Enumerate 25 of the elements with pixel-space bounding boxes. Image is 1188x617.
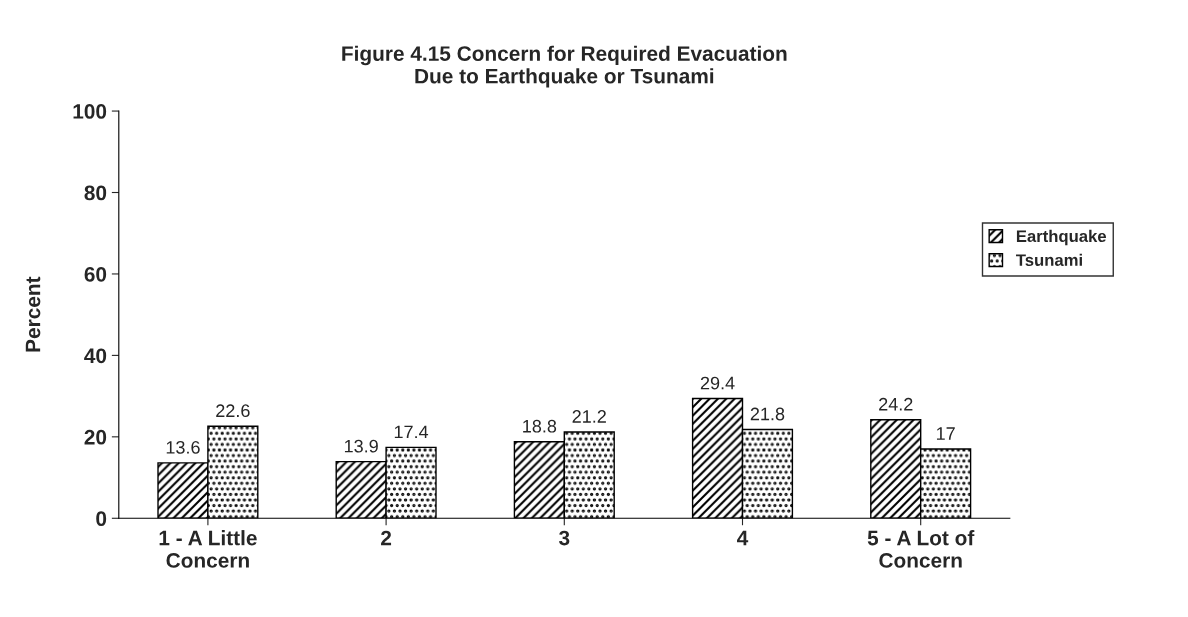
y-tick-label: 20 bbox=[84, 429, 107, 445]
y-tick-label: 100 bbox=[73, 104, 107, 119]
y-tick-label: 80 bbox=[84, 185, 107, 201]
y-tick-label: 0 bbox=[96, 511, 107, 527]
legend-label: Tsunami bbox=[1016, 253, 1082, 267]
data-label: 17.4 bbox=[394, 425, 429, 439]
x-tick-label: 3 bbox=[558, 530, 570, 546]
data-label: 13.6 bbox=[166, 440, 200, 454]
data-label: 17 bbox=[936, 427, 955, 440]
data-label: 18.8 bbox=[523, 419, 557, 433]
x-tick-label: 2 bbox=[381, 530, 392, 546]
x-tick-label: 1 - A Little Concern bbox=[159, 530, 257, 568]
data-label: 22.6 bbox=[216, 404, 250, 418]
data-label: 21.2 bbox=[572, 410, 606, 423]
data-label: 29.4 bbox=[700, 376, 735, 390]
x-tick-label: 5 - A Lot of Concern bbox=[867, 530, 975, 568]
x-tick-label: 4 bbox=[737, 530, 749, 546]
y-tick-label: 40 bbox=[84, 348, 107, 364]
data-label: 21.8 bbox=[750, 407, 785, 421]
y-axis-title: Percent bbox=[25, 276, 41, 352]
data-label: 13.9 bbox=[344, 439, 378, 453]
legend-label: Earthquake bbox=[1016, 229, 1107, 246]
chart-title: Figure 4.15 Concern for Required Evacuation Due to Earthquake or Tsunami bbox=[342, 45, 787, 88]
data-label: 24.2 bbox=[879, 397, 913, 411]
y-tick-label: 60 bbox=[84, 266, 107, 282]
